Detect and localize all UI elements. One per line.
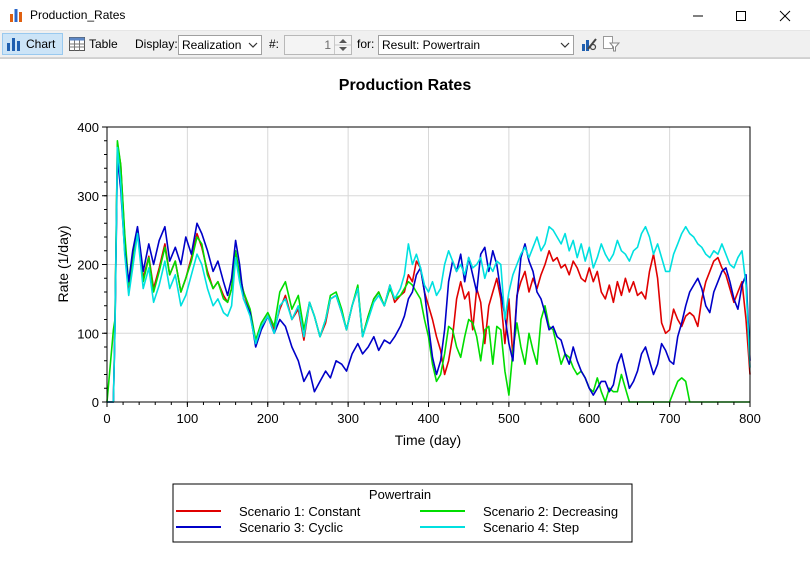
chart-properties-button[interactable] — [580, 35, 598, 53]
x-tick-label: 100 — [177, 411, 199, 426]
y-tick-label: 300 — [77, 189, 99, 204]
series-line-4 — [107, 146, 751, 403]
legend-label-3: Scenario 3: Cyclic — [239, 520, 344, 535]
close-button[interactable] — [762, 0, 807, 31]
display-label: Display: — [135, 37, 178, 51]
y-tick-label: 400 — [77, 120, 99, 135]
minimize-button[interactable] — [675, 0, 720, 31]
x-tick-label: 0 — [103, 411, 110, 426]
x-tick-label: 300 — [337, 411, 359, 426]
chart-edit-icon — [582, 38, 597, 51]
table-view-button[interactable]: Table — [67, 33, 121, 55]
spin-up-down-icon — [335, 39, 351, 51]
realization-number-spinner[interactable]: 1 — [284, 35, 352, 55]
y-tick-label: 100 — [77, 326, 99, 341]
display-select[interactable]: Realization — [178, 35, 262, 55]
for-label: for: — [357, 37, 375, 51]
legend-label-4: Scenario 4: Step — [483, 520, 579, 535]
minimize-icon — [692, 15, 703, 16]
x-axis-label: Time (day) — [395, 432, 461, 448]
legend: Powertrain Scenario 1: Constant Scenario … — [172, 483, 633, 543]
maximize-button[interactable] — [718, 0, 763, 31]
chevron-down-icon — [248, 42, 258, 48]
x-axis-ticks: 0 100 200 300 400 500 600 700 800 — [103, 402, 761, 426]
grid-lines — [106, 126, 751, 403]
x-tick-label: 700 — [659, 411, 681, 426]
chart-title: Production Rates — [339, 77, 472, 94]
y-tick-label: 200 — [77, 258, 99, 273]
legend-items: Scenario 1: Constant Scenario 2: Decreasi… — [176, 504, 618, 535]
maximize-icon — [735, 10, 746, 21]
chart-app-icon — [10, 9, 22, 22]
y-axis-label: Rate (1/day) — [55, 225, 71, 302]
table-view-label: Table — [89, 37, 118, 51]
close-icon — [779, 10, 790, 21]
y-tick-label: 0 — [92, 395, 99, 410]
x-tick-label: 400 — [418, 411, 440, 426]
bar-chart-icon — [7, 38, 20, 51]
result-select-value: Result: Powertrain — [382, 38, 481, 52]
spinner-buttons[interactable] — [334, 36, 351, 54]
x-tick-label: 200 — [257, 411, 279, 426]
realization-number-value: 1 — [324, 38, 331, 52]
legend-box — [172, 483, 633, 543]
title-bar: Production_Rates — [0, 0, 810, 31]
x-tick-label: 600 — [578, 411, 600, 426]
result-select[interactable]: Result: Powertrain — [378, 35, 574, 55]
y-axis-ticks: 0 100 200 300 400 — [77, 120, 107, 410]
series-line-3 — [107, 157, 751, 403]
chart-panel: Production Rates 0 100 200 300 400 0 100 200 30… — [0, 58, 810, 560]
production-rates-chart: Production Rates 0 100 200 300 400 0 100 200 30… — [55, 77, 761, 543]
chart-view-label: Chart — [26, 37, 56, 51]
table-icon — [69, 37, 85, 51]
legend-label-2: Scenario 2: Decreasing — [483, 504, 618, 519]
filter-icon — [603, 36, 621, 52]
legend-title: Powertrain — [369, 487, 431, 502]
filter-button[interactable] — [602, 35, 621, 53]
x-tick-label: 800 — [739, 411, 761, 426]
display-select-value: Realization — [182, 38, 242, 52]
x-tick-label: 500 — [498, 411, 520, 426]
toolbar: Chart Table Display: Realization #: 1 fo… — [0, 31, 810, 58]
number-label: #: — [269, 37, 280, 51]
chart-view-button[interactable]: Chart — [2, 33, 63, 55]
chevron-down-icon — [560, 42, 570, 48]
window-title: Production_Rates — [30, 8, 126, 22]
legend-label-1: Scenario 1: Constant — [239, 504, 361, 519]
